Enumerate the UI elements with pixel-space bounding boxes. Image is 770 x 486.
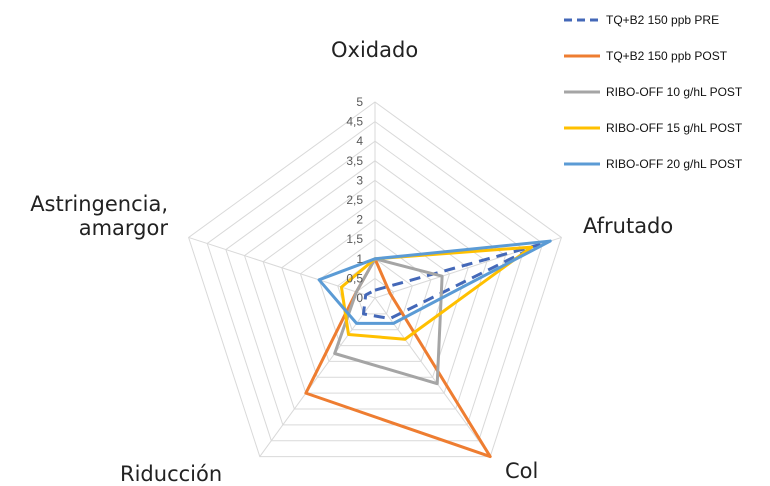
legend-item: RIBO-OFF 10 g/hL POST bbox=[562, 82, 767, 102]
grid-ring bbox=[206, 120, 544, 442]
tick-label: 2 bbox=[356, 213, 363, 227]
axis-label-col: Col bbox=[505, 459, 539, 483]
grid-ring bbox=[225, 140, 525, 426]
tick-labels: 0 0,5 1 1,5 2 2,5 3 3,5 4 4,5 5 bbox=[346, 95, 363, 305]
series-line bbox=[361, 243, 541, 321]
grid-ring bbox=[337, 258, 413, 331]
tick-label: 5 bbox=[356, 95, 363, 109]
legend-label: RIBO-OFF 15 g/hL POST bbox=[606, 121, 743, 135]
legend-label: RIBO-OFF 20 g/hL POST bbox=[606, 157, 743, 171]
tick-label: 0 bbox=[356, 291, 363, 305]
legend-item: TQ+B2 150 ppb POST bbox=[562, 46, 767, 66]
legend-item: TQ+B2 150 ppb PRE bbox=[562, 10, 767, 30]
legend-swatch bbox=[564, 162, 600, 166]
tick-label: 1,5 bbox=[346, 232, 363, 246]
legend-item: RIBO-OFF 15 g/hL POST bbox=[562, 118, 767, 138]
tick-label: 4,5 bbox=[346, 115, 363, 129]
legend-swatch bbox=[564, 90, 600, 94]
series-line bbox=[339, 245, 534, 341]
tick-label: 2,5 bbox=[346, 193, 363, 207]
tick-label: 3 bbox=[356, 173, 363, 187]
legend-label: TQ+B2 150 ppb PRE bbox=[606, 13, 720, 27]
radar-grid bbox=[188, 101, 562, 458]
legend: TQ+B2 150 ppb PRE TQ+B2 150 ppb POST RIB… bbox=[562, 10, 767, 190]
tick-label: 4 bbox=[356, 134, 363, 148]
legend-label: RIBO-OFF 10 g/hL POST bbox=[606, 85, 743, 99]
legend-label: TQ+B2 150 ppb POST bbox=[606, 49, 728, 63]
grid-ring bbox=[243, 160, 507, 410]
axis-label-oxidado: Oxidado bbox=[331, 38, 419, 62]
axis-label-astringencia: Astringencia, amargor bbox=[30, 192, 168, 241]
axis-label-riduccion: Riducción bbox=[120, 462, 223, 486]
tick-label: 3,5 bbox=[346, 154, 363, 168]
legend-swatch bbox=[564, 18, 600, 22]
series-line bbox=[317, 239, 552, 325]
grid-ring bbox=[299, 218, 451, 362]
legend-swatch bbox=[564, 54, 600, 58]
grid-ring bbox=[355, 277, 395, 315]
grid-ring bbox=[318, 238, 432, 347]
grid-ring bbox=[281, 199, 469, 378]
axis-spoke bbox=[188, 236, 376, 299]
series-layer bbox=[304, 239, 552, 459]
legend-swatch bbox=[564, 126, 600, 130]
axis-label-afrutado: Afrutado bbox=[583, 214, 674, 238]
tick-label: 0,5 bbox=[346, 271, 363, 285]
grid-ring bbox=[188, 101, 562, 458]
series-line bbox=[333, 257, 444, 386]
legend-item: RIBO-OFF 20 g/hL POST bbox=[562, 154, 767, 174]
tick-label: 1 bbox=[356, 252, 363, 266]
